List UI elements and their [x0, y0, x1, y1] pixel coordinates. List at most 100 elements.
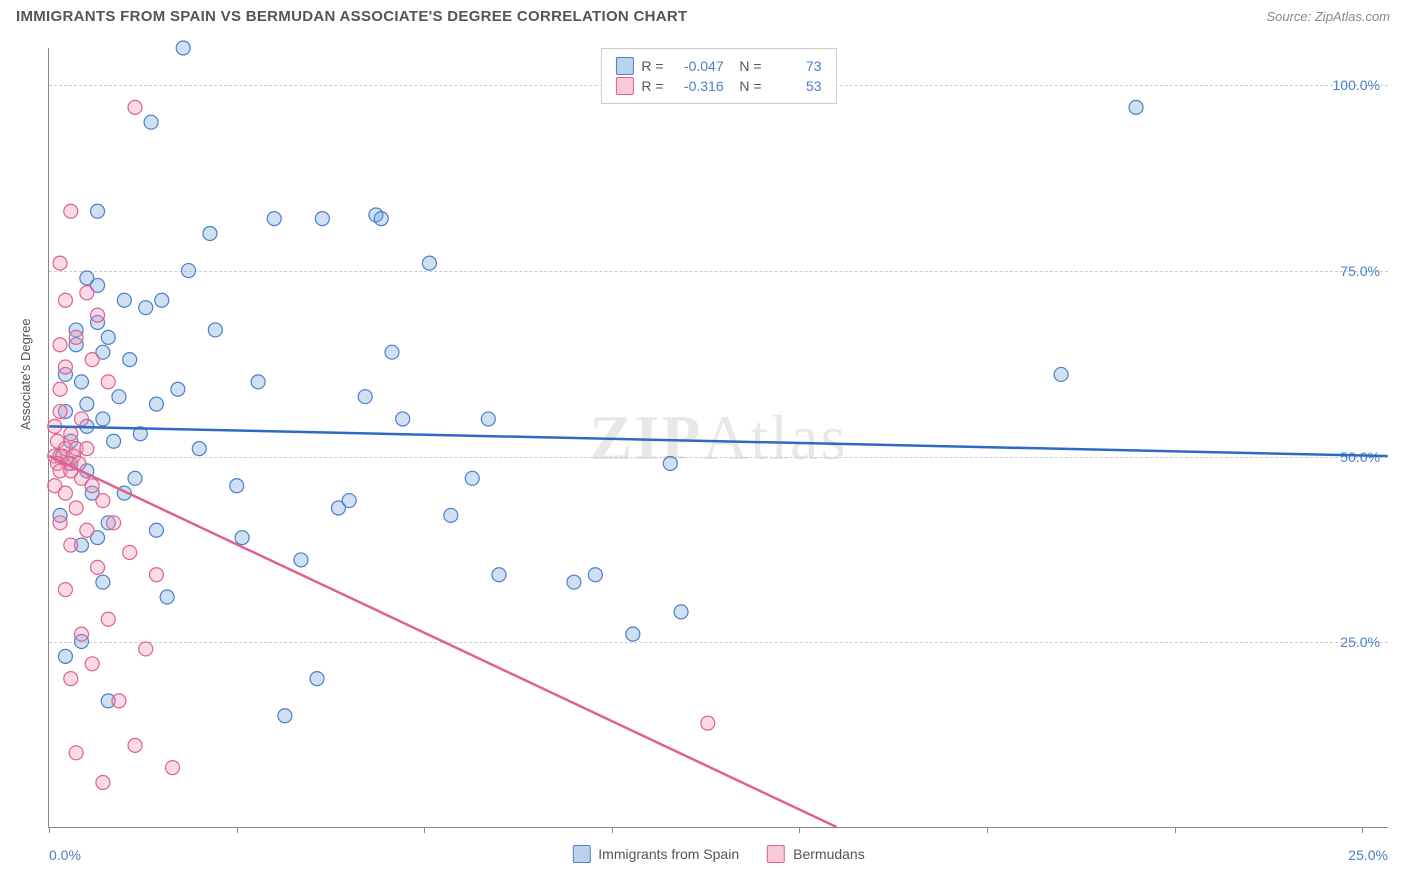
- data-point: [149, 397, 163, 411]
- data-point: [481, 412, 495, 426]
- data-point: [96, 494, 110, 508]
- legend-r-label: R =: [641, 78, 663, 94]
- data-point: [91, 560, 105, 574]
- data-point: [96, 775, 110, 789]
- legend-r-value: -0.047: [672, 58, 724, 74]
- data-point: [160, 590, 174, 604]
- data-point: [663, 456, 677, 470]
- data-point: [85, 353, 99, 367]
- data-point: [69, 330, 83, 344]
- data-point: [58, 293, 72, 307]
- data-point: [278, 709, 292, 723]
- data-point: [96, 575, 110, 589]
- data-point: [64, 427, 78, 441]
- data-point: [267, 212, 281, 226]
- data-point: [1129, 100, 1143, 114]
- data-point: [64, 538, 78, 552]
- data-point: [385, 345, 399, 359]
- data-point: [107, 516, 121, 530]
- data-point: [123, 353, 137, 367]
- regression-line-spain: [49, 426, 1387, 456]
- data-point: [64, 204, 78, 218]
- data-point: [58, 583, 72, 597]
- chart-plot-area: ZIPAtlas 25.0%50.0%75.0%100.0% R = -0.04…: [48, 48, 1388, 828]
- data-point: [251, 375, 265, 389]
- legend-n-value: 53: [770, 78, 822, 94]
- swatch-icon: [615, 57, 633, 75]
- data-point: [85, 657, 99, 671]
- data-point: [53, 256, 67, 270]
- data-point: [182, 264, 196, 278]
- legend-n-value: 73: [770, 58, 822, 74]
- data-point: [91, 308, 105, 322]
- series-legend: Immigrants from Spain Bermudans: [572, 845, 864, 863]
- data-point: [310, 672, 324, 686]
- data-point: [155, 293, 169, 307]
- legend-r-label: R =: [641, 58, 663, 74]
- scatter-svg: [49, 48, 1388, 827]
- data-point: [144, 115, 158, 129]
- chart-source: Source: ZipAtlas.com: [1266, 9, 1390, 24]
- data-point: [107, 434, 121, 448]
- data-point: [74, 375, 88, 389]
- data-point: [139, 642, 153, 656]
- legend-n-label: N =: [732, 78, 762, 94]
- chart-header: IMMIGRANTS FROM SPAIN VS BERMUDAN ASSOCI…: [0, 0, 1406, 29]
- data-point: [112, 390, 126, 404]
- data-point: [80, 523, 94, 537]
- legend-row-spain: R = -0.047 N = 73: [615, 57, 821, 75]
- data-point: [58, 649, 72, 663]
- data-point: [235, 531, 249, 545]
- data-point: [58, 360, 72, 374]
- data-point: [85, 479, 99, 493]
- data-point: [139, 301, 153, 315]
- legend-n-label: N =: [732, 58, 762, 74]
- data-point: [53, 338, 67, 352]
- data-point: [69, 501, 83, 515]
- data-point: [422, 256, 436, 270]
- data-point: [80, 442, 94, 456]
- data-point: [80, 397, 94, 411]
- data-point: [80, 286, 94, 300]
- data-point: [96, 412, 110, 426]
- swatch-icon: [767, 845, 785, 863]
- chart-title: IMMIGRANTS FROM SPAIN VS BERMUDAN ASSOCI…: [16, 8, 688, 25]
- legend-label: Immigrants from Spain: [598, 846, 739, 862]
- data-point: [492, 568, 506, 582]
- data-point: [358, 390, 372, 404]
- data-point: [315, 212, 329, 226]
- data-point: [208, 323, 222, 337]
- data-point: [465, 471, 479, 485]
- data-point: [128, 738, 142, 752]
- x-tick-label-last: 25.0%: [1348, 847, 1388, 863]
- data-point: [53, 382, 67, 396]
- data-point: [117, 293, 131, 307]
- data-point: [588, 568, 602, 582]
- swatch-icon: [572, 845, 590, 863]
- data-point: [101, 612, 115, 626]
- data-point: [91, 204, 105, 218]
- data-point: [1054, 367, 1068, 381]
- legend-r-value: -0.316: [672, 78, 724, 94]
- data-point: [128, 471, 142, 485]
- data-point: [176, 41, 190, 55]
- data-point: [342, 494, 356, 508]
- data-point: [69, 746, 83, 760]
- legend-row-bermudans: R = -0.316 N = 53: [615, 77, 821, 95]
- data-point: [171, 382, 185, 396]
- correlation-legend: R = -0.047 N = 73 R = -0.316 N = 53: [600, 48, 836, 104]
- swatch-icon: [615, 77, 633, 95]
- legend-item-spain: Immigrants from Spain: [572, 845, 739, 863]
- data-point: [294, 553, 308, 567]
- x-tick-label-first: 0.0%: [49, 847, 81, 863]
- data-point: [230, 479, 244, 493]
- legend-item-bermudans: Bermudans: [767, 845, 865, 863]
- data-point: [53, 516, 67, 530]
- data-point: [701, 716, 715, 730]
- legend-label: Bermudans: [793, 846, 865, 862]
- data-point: [567, 575, 581, 589]
- data-point: [112, 694, 126, 708]
- data-point: [203, 226, 217, 240]
- data-point: [128, 100, 142, 114]
- data-point: [674, 605, 688, 619]
